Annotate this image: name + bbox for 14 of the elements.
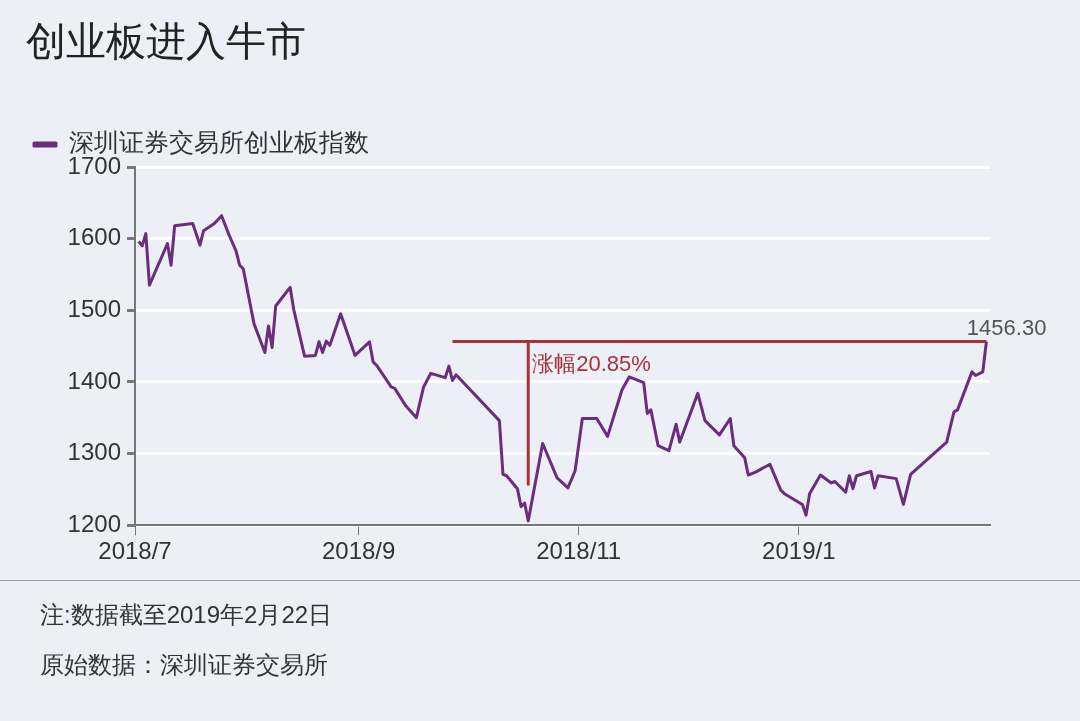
x-tick-label: 2018/7 <box>98 537 172 565</box>
annotation: 1456.30 <box>966 314 1047 340</box>
annotation: 涨幅20.85% <box>532 350 651 376</box>
y-tick-label: 1600 <box>67 223 121 251</box>
y-tick-label: 1300 <box>67 438 121 466</box>
y-tick-label: 1200 <box>67 509 121 537</box>
text: 注:数据截至2019年2月22日 <box>40 600 334 630</box>
x-tick-label: 2018/9 <box>321 537 396 565</box>
x-tick-label: 2018/11 <box>536 537 622 565</box>
y-tick-label: 1400 <box>67 366 121 394</box>
x-tick-label: 2019/1 <box>762 537 836 565</box>
y-tick-label: 1500 <box>67 294 121 322</box>
text: 原始数据：深圳证券交易所 <box>40 650 329 680</box>
chart-title: 创业板进入牛市 <box>26 18 306 65</box>
